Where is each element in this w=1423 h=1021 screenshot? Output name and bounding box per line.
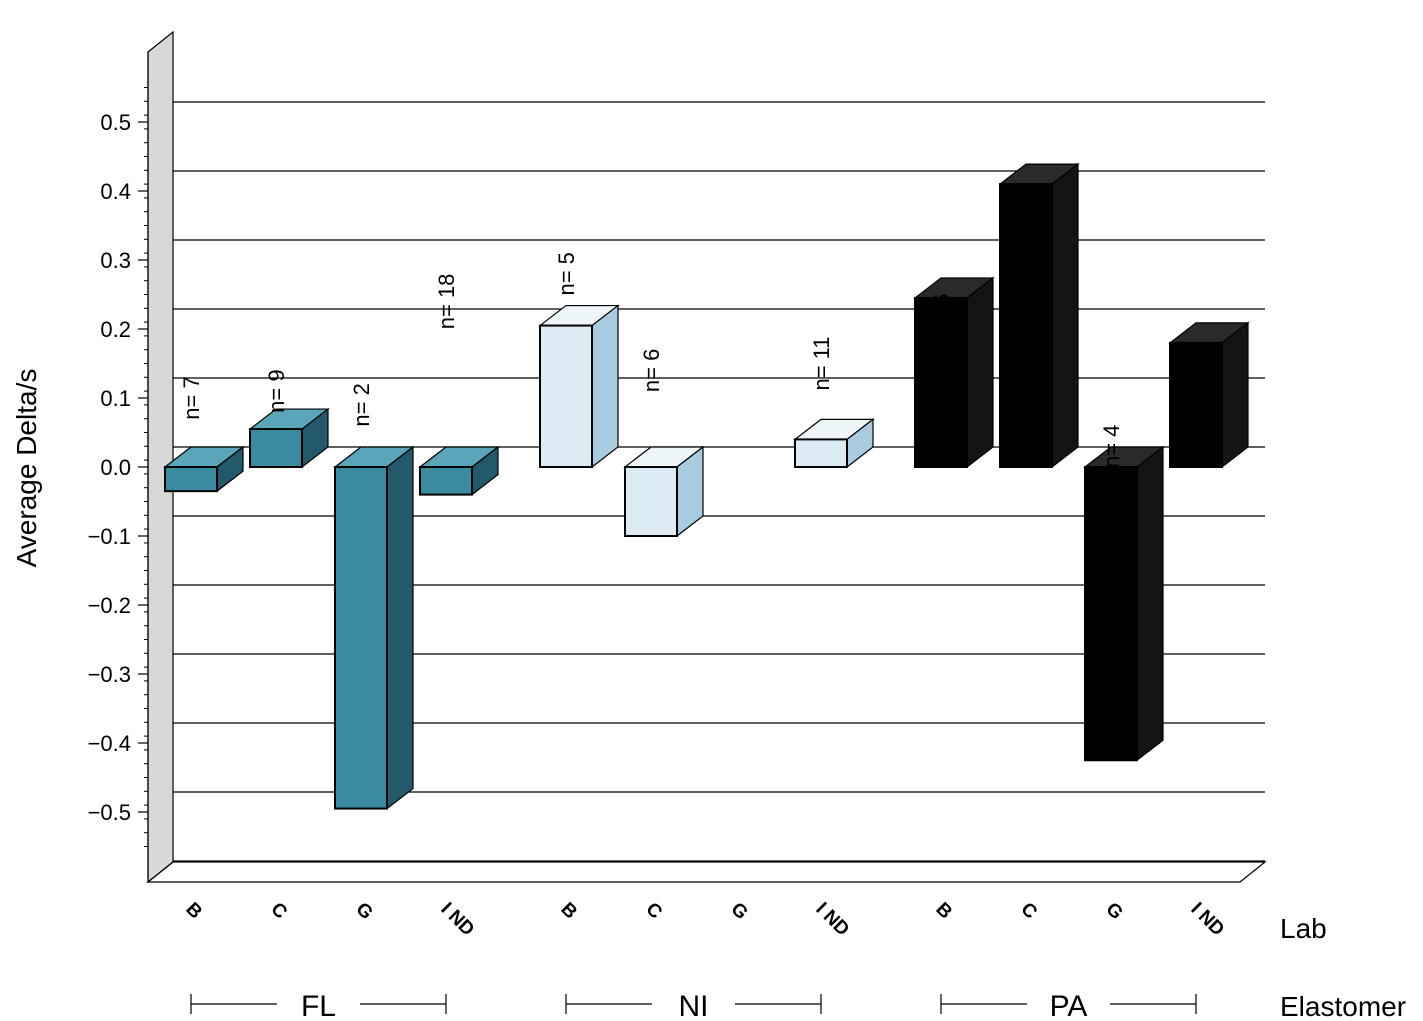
x-tick-label: C: [641, 899, 666, 924]
bar-front: [1169, 341, 1223, 468]
bar-front: [249, 428, 303, 468]
y-tick-label: −0.5: [88, 800, 131, 825]
y-tick-label: 0.5: [100, 110, 131, 135]
bar: [538, 304, 620, 469]
bar-side: [1136, 445, 1164, 762]
x-tick-label: B: [181, 899, 206, 924]
count-labels: n= 7 n= 9 n= 2 n= 18 n= 5 n= 6 n= 11 n= 6 n= 9 n=…: [179, 252, 1209, 468]
bar: [913, 276, 995, 469]
bar-front: [999, 183, 1053, 468]
group-axis: FL NI PA: [190, 990, 1197, 1021]
x-axis-categories: B C G I ND B C G I ND B C G I ND: [181, 899, 1228, 941]
group-label: FL: [301, 990, 336, 1021]
count-label: n= 5: [554, 252, 579, 295]
floor-plane: [146, 861, 1267, 883]
bar-side: [966, 276, 994, 469]
bar: [623, 445, 705, 538]
bar: [163, 445, 245, 493]
group-axis-title: Elastomer: [1280, 991, 1406, 1021]
x-tick-label: B: [931, 899, 956, 924]
bar-side: [1221, 321, 1249, 469]
bar: [998, 162, 1080, 469]
y-tick-label: −0.3: [88, 662, 131, 687]
x-tick-label: I ND: [436, 899, 478, 941]
bar: [1168, 321, 1250, 469]
y-axis: −0.5 −0.4 −0.3 −0.2 −0.1 0.0 0.1 0.2 0.3 0.4 0.5: [88, 52, 149, 882]
bar-front: [539, 324, 593, 468]
bar-front: [334, 466, 388, 810]
bar-front: [164, 466, 218, 493]
y-tick-label: 0.4: [100, 179, 131, 204]
bar-front: [1084, 466, 1138, 762]
bar: [793, 418, 875, 469]
y-tick-label: 0.2: [100, 317, 131, 342]
y-tick-label: 0.1: [100, 386, 131, 411]
y-tick-label: −0.4: [88, 731, 131, 756]
bar-side: [386, 445, 414, 810]
x-tick-label: I ND: [811, 899, 853, 941]
bar: [333, 445, 415, 810]
bar: [1083, 445, 1165, 762]
gridlines: [173, 101, 1265, 862]
count-label: n= 4: [1099, 425, 1124, 468]
side-wall: [147, 30, 174, 884]
y-tick-label: −0.2: [88, 593, 131, 618]
x-tick-label: C: [1016, 899, 1041, 924]
bar-side: [591, 304, 619, 469]
count-label: n= 7: [179, 376, 204, 419]
x-tick-label: G: [1101, 899, 1126, 924]
x-tick-label: C: [266, 899, 291, 924]
x-axis-title: Lab: [1280, 913, 1327, 944]
count-label: n= 9: [264, 369, 289, 412]
bar: [248, 407, 330, 469]
count-label: n= 2: [349, 383, 374, 426]
y-tick-label: 0.0: [100, 455, 131, 480]
count-label: n= 11: [809, 336, 834, 390]
x-tick-label: B: [556, 899, 581, 924]
count-label: n= 9: [1014, 314, 1039, 357]
count-label: n= 6: [639, 349, 664, 392]
x-tick-label: G: [351, 899, 376, 924]
y-axis-title: Average Delta/s: [11, 369, 42, 568]
bar-front: [914, 296, 968, 469]
y-tick-label: −0.1: [88, 524, 131, 549]
bar-front: [624, 466, 678, 537]
x-tick-label: I ND: [1186, 899, 1228, 941]
bar-side: [1051, 162, 1079, 469]
group-label: PA: [1050, 990, 1088, 1021]
x-tick-label: G: [726, 899, 751, 924]
bar-front: [794, 438, 848, 468]
bar-front: [419, 466, 473, 496]
count-label: n= 6: [929, 293, 954, 336]
bar-series: [163, 162, 1250, 810]
group-label: NI: [679, 990, 709, 1021]
y-tick-label: 0.3: [100, 248, 131, 273]
bar: [418, 445, 500, 496]
count-label: n= 19: [1184, 391, 1209, 447]
count-label: n= 18: [434, 274, 459, 330]
